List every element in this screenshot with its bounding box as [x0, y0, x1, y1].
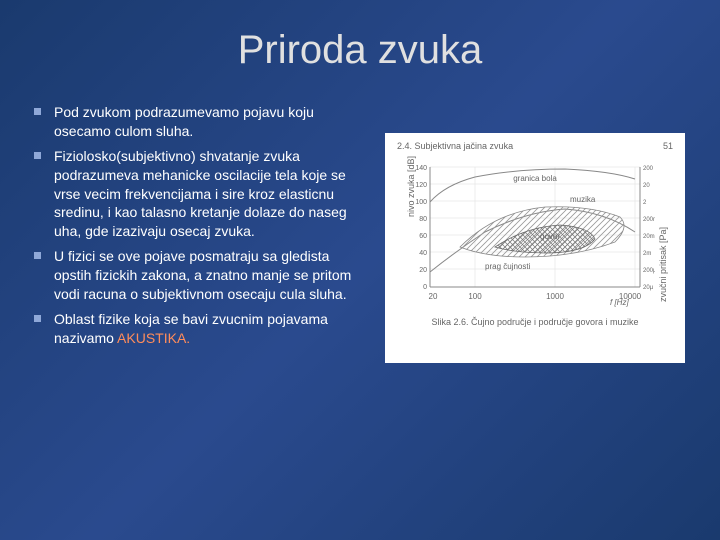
chart-header: 2.4. Subjektivna jačina zvuka 51	[393, 141, 677, 151]
svg-text:1000: 1000	[546, 292, 564, 301]
y-axis-label-left: nivo zvuka [dB]	[406, 156, 416, 217]
svg-text:20: 20	[429, 292, 438, 301]
svg-text:60: 60	[419, 233, 427, 240]
svg-text:200: 200	[643, 166, 654, 172]
svg-text:140: 140	[415, 165, 427, 172]
svg-text:20: 20	[643, 183, 650, 189]
bullet-text: U fizici se ove pojave posmatraju sa gle…	[54, 248, 351, 302]
svg-text:2: 2	[643, 200, 647, 206]
highlight-word: AKUSTIKA.	[117, 330, 190, 346]
svg-text:80: 80	[419, 216, 427, 223]
y-ticks-left: 140 120 100 80 60 40 20 0	[415, 165, 427, 291]
list-item: Pod zvukom podrazumevamo pojavu koju ose…	[30, 103, 360, 141]
svg-text:20: 20	[419, 267, 427, 274]
chart-header-right: 51	[663, 141, 673, 151]
svg-text:100: 100	[468, 292, 482, 301]
y-ticks-right: 200 20 2 200m 20m 2m 200µ 20µ	[643, 166, 655, 291]
list-item: U fizici se ove pojave posmatraju sa gle…	[30, 247, 360, 304]
slide: Priroda zvuka Pod zvukom podrazumevamo p…	[0, 0, 720, 540]
svg-text:40: 40	[419, 250, 427, 257]
svg-text:120: 120	[415, 182, 427, 189]
chart-caption: Slika 2.6. Čujno područje i područje gov…	[393, 317, 677, 327]
svg-text:0: 0	[423, 284, 427, 291]
text-column: Pod zvukom podrazumevamo pojavu koju ose…	[30, 103, 360, 363]
y-axis-label-right: zvučni pritisak [Pa]	[658, 227, 668, 302]
svg-text:2m: 2m	[643, 251, 651, 257]
content-row: Pod zvukom podrazumevamo pojavu koju ose…	[30, 103, 690, 363]
x-axis-label: f [Hz]	[610, 298, 629, 307]
threshold-label: prag čujnosti	[485, 262, 531, 271]
chart-column: 2.4. Subjektivna jačina zvuka 51	[380, 103, 690, 363]
bullet-list: Pod zvukom podrazumevamo pojavu koju ose…	[30, 103, 360, 348]
list-item: Oblast fizike koja se bavi zvucnim pojav…	[30, 310, 360, 348]
music-label: muzika	[570, 195, 596, 204]
list-item: Fiziolosko(subjektivno) shvatanje zvuka …	[30, 147, 360, 241]
svg-text:200µ: 200µ	[643, 268, 655, 274]
speech-label: govor	[540, 232, 560, 241]
bullet-text: Fiziolosko(subjektivno) shvatanje zvuka …	[54, 148, 347, 240]
chart-container: 2.4. Subjektivna jačina zvuka 51	[385, 133, 685, 363]
chart-plot: granica bola muzika govor prag čujnosti …	[415, 157, 655, 307]
bullet-text: Pod zvukom podrazumevamo pojavu koju ose…	[54, 104, 314, 139]
svg-text:100: 100	[415, 199, 427, 206]
chart-header-left: 2.4. Subjektivna jačina zvuka	[397, 141, 513, 151]
svg-text:200m: 200m	[643, 217, 655, 223]
svg-text:20m: 20m	[643, 234, 655, 240]
pain-label: granica bola	[513, 174, 557, 183]
bullet-text: Oblast fizike koja se bavi zvucnim pojav…	[54, 311, 328, 346]
svg-text:20µ: 20µ	[643, 285, 654, 291]
chart-svg: granica bola muzika govor prag čujnosti …	[415, 157, 655, 307]
page-title: Priroda zvuka	[30, 28, 690, 73]
